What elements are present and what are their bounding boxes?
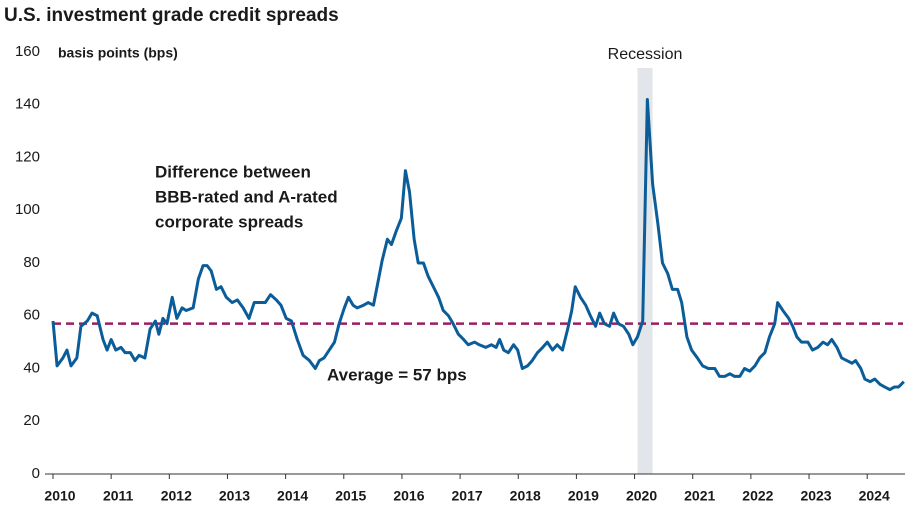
x-tick-label: 2010 xyxy=(44,488,75,504)
y-tick-label: 40 xyxy=(23,359,40,376)
x-tick-label: 2014 xyxy=(277,488,308,504)
x-tick-label: 2012 xyxy=(161,488,192,504)
recession-label: Recession xyxy=(608,46,683,63)
x-tick-label: 2024 xyxy=(859,488,890,504)
annotation: BBB-rated and A-rated xyxy=(155,187,338,206)
x-tick-label: 2015 xyxy=(335,488,366,504)
y-tick-label: 100 xyxy=(15,201,40,218)
x-tick-label: 2023 xyxy=(800,488,831,504)
y-tick-label: 160 xyxy=(15,43,40,60)
y-tick-label: 60 xyxy=(23,307,40,324)
x-tick-label: 2017 xyxy=(452,488,483,504)
x-tick-label: 2019 xyxy=(568,488,599,504)
chart-title: U.S. investment grade credit spreads xyxy=(4,5,339,26)
x-tick-label: 2013 xyxy=(219,488,250,504)
data-line xyxy=(51,97,905,392)
x-tick-label: 2020 xyxy=(626,488,657,504)
x-tick-label: 2022 xyxy=(742,488,773,504)
average-label: Average = 57 bps xyxy=(327,365,467,384)
y-tick-label: 140 xyxy=(15,96,40,113)
y-axis-label: basis points (bps) xyxy=(58,45,178,61)
y-tick-label: 20 xyxy=(23,412,40,429)
y-tick-label: 80 xyxy=(23,254,40,271)
annotation: corporate spreads xyxy=(155,212,303,231)
x-tick-label: 2021 xyxy=(684,488,715,504)
x-tick-label: 2018 xyxy=(510,488,541,504)
x-tick-label: 2011 xyxy=(103,488,134,504)
y-tick-label: 0 xyxy=(32,465,40,482)
y-tick-label: 120 xyxy=(15,148,40,165)
x-tick-label: 2016 xyxy=(393,488,424,504)
annotation: Difference between xyxy=(155,162,311,181)
